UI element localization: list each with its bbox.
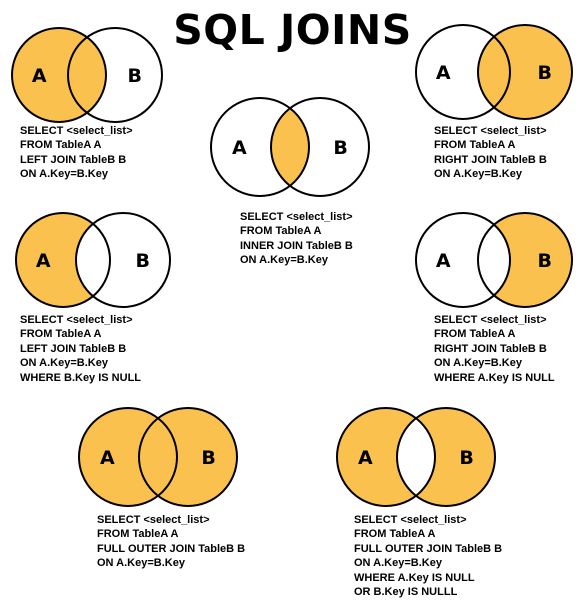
label-b: B xyxy=(333,137,347,159)
page-title: SQL JOINS xyxy=(173,6,412,54)
region-a-only xyxy=(79,408,158,506)
region-a-only xyxy=(15,213,94,308)
label-a: A xyxy=(436,62,451,84)
region-intersection xyxy=(397,418,435,495)
region-a-only xyxy=(211,98,290,196)
sql-left-join-exclusive: SELECT <select_list> FROM TableA A LEFT JO… xyxy=(20,313,141,385)
circle-a xyxy=(415,212,511,308)
region-intersection xyxy=(271,108,309,186)
sql-line: RIGHT JOIN TableB B xyxy=(434,153,547,166)
label-b: B xyxy=(135,250,149,272)
region-intersection xyxy=(76,224,110,296)
circle-a xyxy=(78,407,178,507)
circle-b xyxy=(138,407,238,507)
label-a: A xyxy=(100,447,115,469)
region-b-only xyxy=(494,212,572,308)
label-a: A xyxy=(32,65,47,87)
sql-line: ON A.Key=B.Key xyxy=(434,357,522,370)
label-a: A xyxy=(358,447,373,469)
label-b: B xyxy=(537,62,551,84)
sql-line: FROM TableA A xyxy=(434,139,516,152)
region-b-only xyxy=(416,408,495,506)
sql-line: ON A.Key=B.Key xyxy=(20,168,108,181)
label-b: B xyxy=(201,447,215,469)
sql-line: SELECT <select_list> xyxy=(354,514,467,526)
sql-line: FROM TableA A xyxy=(240,225,322,238)
sql-line: SELECT <select_list> xyxy=(20,314,133,326)
sql-line: SELECT <select_list> xyxy=(434,314,547,326)
sql-line: ON A.Key=B.Key xyxy=(20,357,108,370)
sql-line: SELECT <select_list> xyxy=(434,125,547,137)
sql-line: INNER JOIN TableB B xyxy=(240,239,353,252)
sql-line: ON A.Key=B.Key xyxy=(240,254,328,267)
sql-right-join-exclusive: SELECT <select_list> FROM TableA A RIGHT J… xyxy=(434,313,555,385)
label-a: A xyxy=(36,250,51,272)
label-b: B xyxy=(127,65,141,87)
sql-line: FROM TableA A xyxy=(20,328,102,341)
sql-line: OR B.Key IS NULLL xyxy=(354,586,458,599)
region-a-only xyxy=(337,408,416,506)
circle-a xyxy=(15,212,111,308)
sql-full-outer-join-exclusive: SELECT <select_list> FROM TableA A FULL OU… xyxy=(354,513,502,599)
circle-b xyxy=(477,212,573,308)
region-b-only xyxy=(93,213,170,307)
sql-line: WHERE A.Key IS NULL xyxy=(354,571,475,584)
circle-b xyxy=(75,212,171,308)
region-a-only xyxy=(416,213,494,307)
sql-line: FROM TableA A xyxy=(434,328,516,341)
circle-b xyxy=(270,97,370,197)
sql-line: FROM TableA A xyxy=(354,528,436,541)
sql-line: LEFT JOIN TableB B xyxy=(20,153,127,166)
label-a: A xyxy=(436,250,451,272)
sql-line: LEFT JOIN TableB B xyxy=(20,342,127,355)
label-a: A xyxy=(232,137,247,159)
sql-line: FULL OUTER JOIN TableB B xyxy=(354,542,503,555)
label-b: B xyxy=(537,250,551,272)
region-b-only xyxy=(158,408,237,506)
sql-line: ON A.Key=B.Key xyxy=(434,168,522,181)
region-intersection xyxy=(138,418,178,496)
region-b-only xyxy=(290,98,369,196)
sql-line: ON A.Key=B.Key xyxy=(97,557,185,570)
circle-a xyxy=(210,97,310,197)
sql-inner-join: SELECT <select_list> FROM TableA A INNER J… xyxy=(240,210,353,268)
sql-line: ON A.Key=B.Key xyxy=(354,557,442,570)
sql-line: FROM TableA A xyxy=(20,139,102,152)
sql-line: WHERE A.Key IS NULL xyxy=(434,371,555,384)
sql-line: FROM TableA A xyxy=(97,528,179,541)
circle-a xyxy=(336,407,436,507)
sql-line: RIGHT JOIN TableB B xyxy=(434,342,547,355)
sql-line: SELECT <select_list> xyxy=(240,211,353,223)
sql-line: SELECT <select_list> xyxy=(97,514,210,526)
sql-full-outer-join: SELECT <select_list> FROM TableA A FULL OU… xyxy=(97,513,245,571)
sql-left-join: SELECT <select_list> FROM TableA A LEFT JO… xyxy=(20,124,133,182)
sql-right-join: SELECT <select_list> FROM TableA A RIGHT J… xyxy=(434,124,547,182)
label-b: B xyxy=(459,447,473,469)
sql-line: FULL OUTER JOIN TableB B xyxy=(97,542,246,555)
sql-line: SELECT <select_list> xyxy=(20,125,133,137)
circle-b xyxy=(396,407,496,507)
sql-line: WHERE B.Key IS NULL xyxy=(20,371,142,384)
region-intersection xyxy=(478,225,510,296)
